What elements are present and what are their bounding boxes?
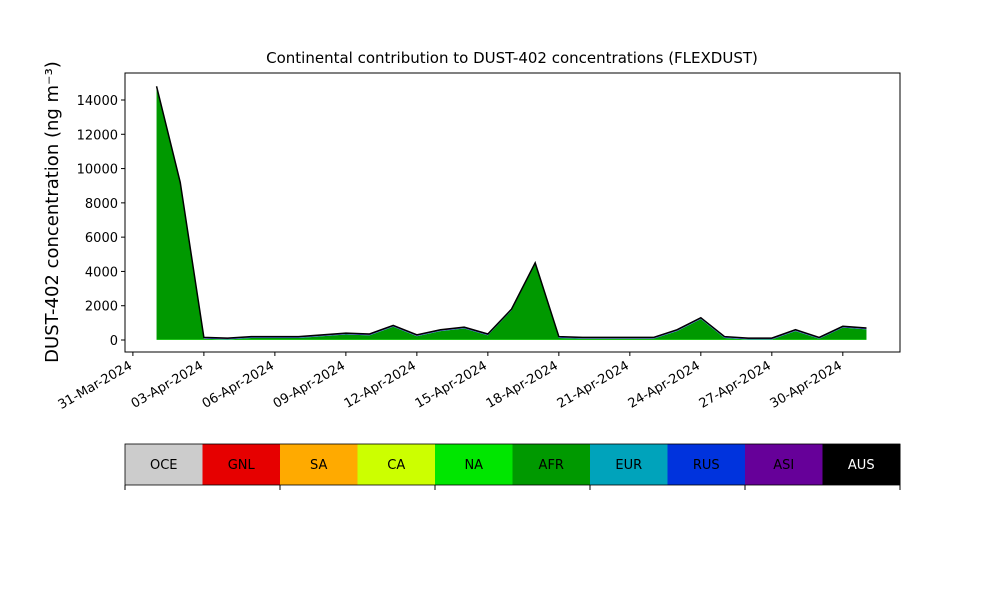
y-tick-label: 8000 [85, 197, 118, 212]
y-tick-label: 12000 [77, 128, 118, 143]
area [156, 87, 867, 340]
area [155, 86, 867, 339]
x-tick-label: 31-Mar-2024 [56, 358, 135, 412]
legend-label: SA [310, 458, 327, 473]
x-tick-label: 18-Apr-2024 [484, 358, 561, 411]
x-tick-label: 06-Apr-2024 [200, 358, 277, 411]
x-tick-label: 09-Apr-2024 [271, 358, 348, 411]
legend-label: NA [464, 458, 483, 473]
legend-label: CA [387, 458, 405, 473]
legend-swatch [202, 444, 281, 485]
colorbar-frame [124, 443, 901, 486]
legend-label: AUS [848, 458, 875, 473]
legend-swatch [125, 444, 203, 485]
x-tick-label: 15-Apr-2024 [413, 358, 490, 411]
area [156, 87, 867, 340]
y-axis-label: DUST-402 concentration (ng m⁻³) [42, 61, 63, 363]
legend-swatch [512, 444, 591, 485]
legend-label: RUS [693, 458, 720, 473]
legend-swatch [745, 444, 823, 485]
legend-label: ASI [773, 458, 794, 473]
y-tick-label: 2000 [85, 300, 118, 315]
plot-frame [124, 72, 901, 353]
legend-swatch [667, 444, 746, 485]
x-tick-label: 30-Apr-2024 [768, 358, 845, 411]
legend-swatch [822, 444, 901, 485]
legend-label: EUR [615, 458, 642, 473]
x-tick-label: 24-Apr-2024 [626, 358, 703, 411]
area [156, 87, 867, 340]
colorbar-ticks [124, 485, 901, 490]
legend-swatch [280, 444, 358, 485]
legend-label: GNL [228, 458, 256, 473]
plot-area [155, 86, 867, 340]
y-tick-label: 6000 [85, 231, 118, 246]
y-tick-label: 10000 [77, 163, 118, 178]
x-tick-label: 21-Apr-2024 [555, 358, 632, 411]
y-tick-label: 14000 [77, 94, 118, 109]
x-tick-label: 03-Apr-2024 [129, 358, 206, 411]
legend-label: OCE [150, 458, 178, 473]
legend-swatch [435, 444, 513, 485]
y-tick-label: 0 [110, 334, 118, 349]
area [156, 86, 867, 339]
colorbar: OCE GNL SA CA NA AFR EUR RUS ASI AUS [125, 444, 901, 485]
chart-title: Continental contribution to DUST-402 con… [266, 49, 758, 67]
legend-swatch [590, 444, 668, 485]
x-tick-label: 12-Apr-2024 [342, 358, 419, 411]
y-tick-label: 4000 [85, 265, 118, 280]
legend-label: AFR [539, 458, 564, 473]
x-tick-label: 27-Apr-2024 [697, 358, 774, 411]
legend-swatch [357, 444, 436, 485]
